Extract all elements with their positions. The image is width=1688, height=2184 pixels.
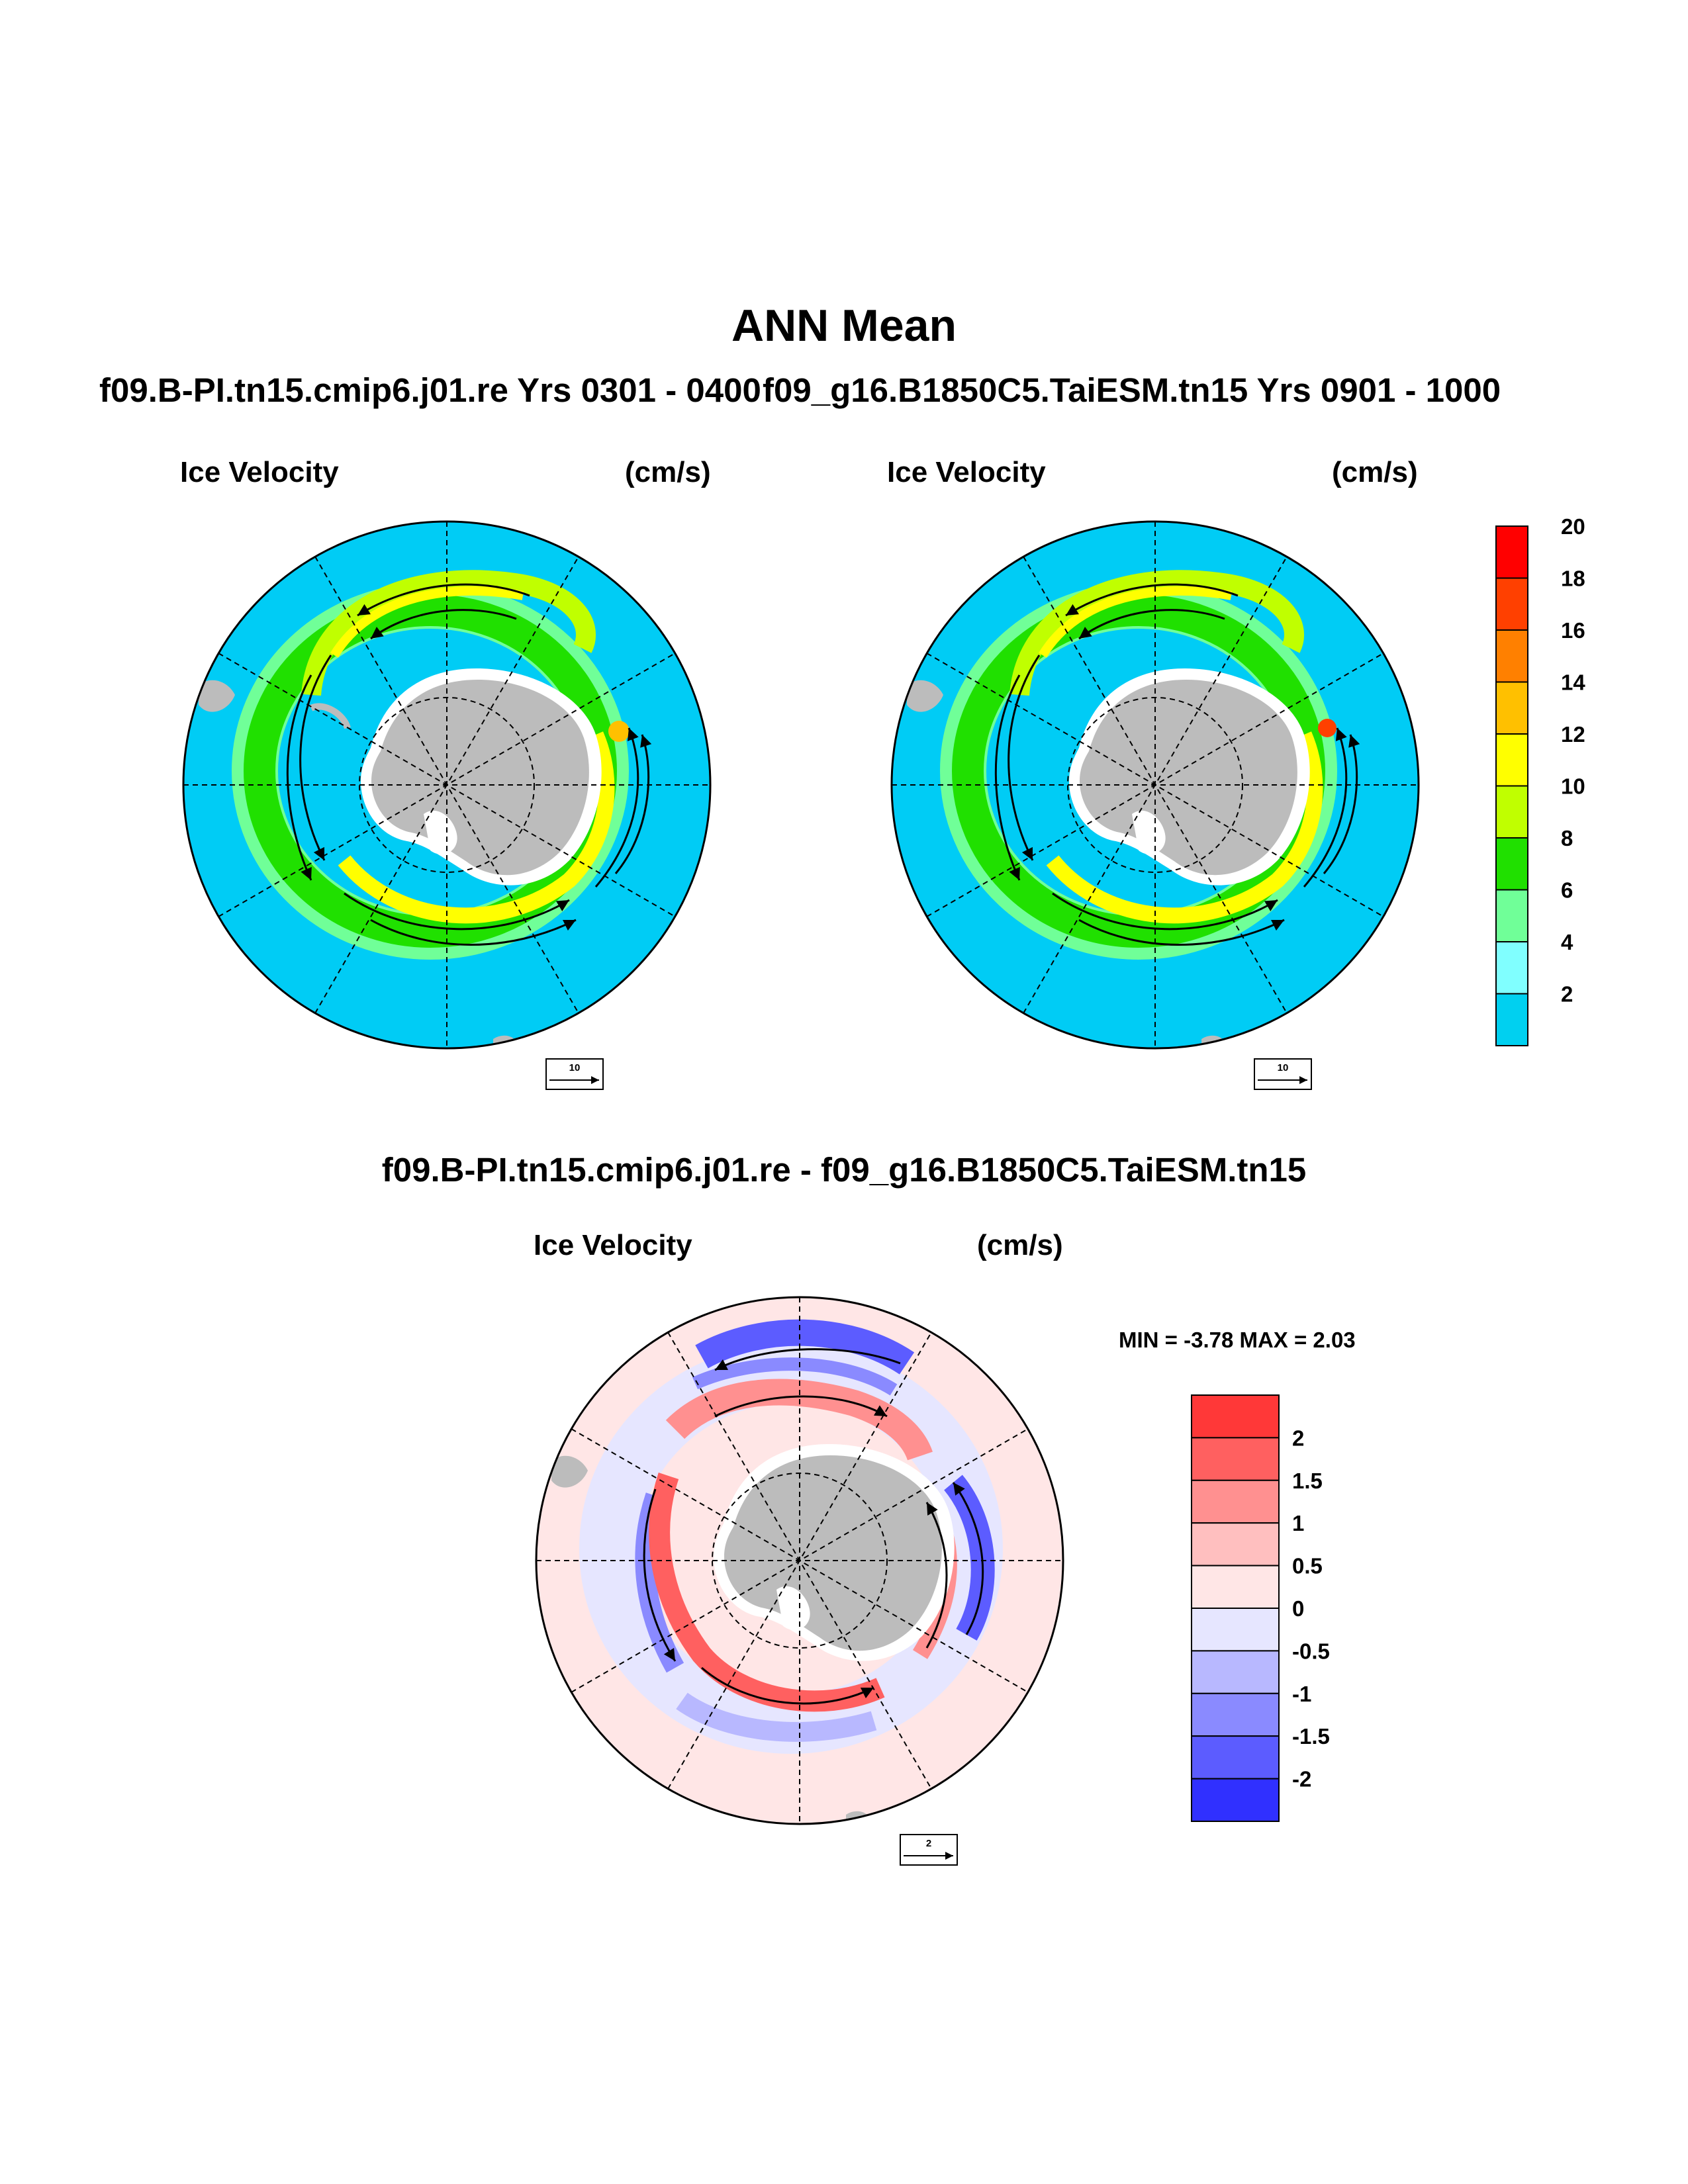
map-left-graticule: [183, 522, 710, 1048]
colorbar-speed-label: 12: [1561, 722, 1585, 747]
colorbar-difference-swatch: [1191, 1394, 1280, 1439]
colorbar-difference-swatch: [1191, 1608, 1280, 1652]
panel-left-variable: Ice Velocity: [180, 456, 339, 488]
map-right-sea-ice-speed: [940, 570, 1337, 960]
colorbar-difference-label: -1.5: [1292, 1724, 1330, 1749]
difference-variable: Ice Velocity: [534, 1229, 692, 1261]
map-left-velocity-vectors: [286, 583, 652, 946]
colorbar-speed-label: 10: [1561, 774, 1585, 799]
colorbar-difference-label: 0.5: [1292, 1554, 1323, 1578]
colorbar-speed-swatch: [1495, 837, 1528, 891]
main-title: ANN Mean: [731, 300, 957, 351]
colorbar-difference: 2 1.5 1 0.5 0 -0.5 -1 -1.5 -2: [1191, 1394, 1330, 1823]
colorbar-speed-swatch: [1495, 993, 1528, 1046]
panel-right-run-title: f09_g16.B1850C5.TaiESM.tn15 Yrs 0901 - 1…: [763, 371, 1501, 409]
colorbar-speed-label: 2: [1561, 982, 1573, 1007]
map-left-antarctica: [199, 668, 602, 1048]
colorbar-speed-label: 8: [1561, 826, 1573, 850]
colorbar-difference-label: 1.5: [1292, 1469, 1323, 1493]
colorbar-difference-swatch: [1191, 1650, 1280, 1694]
colorbar-difference-label: -2: [1292, 1767, 1311, 1792]
colorbar-speed: 2 4 6 8 10 12 14 16 18 20: [1495, 514, 1585, 1046]
colorbar-difference-swatch: [1191, 1437, 1280, 1481]
map-difference-velocity-vectors: [643, 1348, 984, 1705]
svg-text:10: 10: [1278, 1062, 1289, 1073]
colorbar-speed-label: 14: [1561, 670, 1585, 695]
colorbar-speed-swatch: [1495, 681, 1528, 735]
colorbar-speed-label: 4: [1561, 930, 1573, 954]
colorbar-difference-swatch: [1191, 1778, 1280, 1823]
difference-units: (cm/s): [977, 1229, 1063, 1261]
map-right: [890, 520, 1420, 1050]
svg-text:10: 10: [569, 1062, 581, 1073]
map-difference-antarctica: [551, 1444, 955, 1824]
colorbar-speed-label: 16: [1561, 618, 1585, 643]
map-difference-field: [579, 1319, 1003, 1754]
map-difference-graticule: [536, 1297, 1063, 1824]
colorbar-speed-swatch: [1495, 525, 1528, 579]
panel-left-units: (cm/s): [625, 456, 711, 488]
panel-left-run-title: f09.B-PI.tn15.cmip6.j01.re Yrs 0301 - 04…: [99, 371, 761, 409]
map-difference-reference-vector: 2: [900, 1834, 958, 1866]
colorbar-difference-swatch: [1191, 1479, 1280, 1524]
panel-right-units: (cm/s): [1332, 456, 1418, 488]
colorbar-speed-label: 18: [1561, 567, 1585, 591]
map-right-velocity-vectors: [994, 583, 1360, 946]
map-right-antarctica: [907, 668, 1310, 1048]
colorbar-difference-swatch: [1191, 1522, 1280, 1567]
colorbar-difference-swatch: [1191, 1692, 1280, 1737]
colorbar-speed-swatch: [1495, 577, 1528, 631]
svg-text:2: 2: [926, 1838, 931, 1849]
colorbar-speed-swatch: [1495, 889, 1528, 942]
map-difference: [535, 1296, 1064, 1825]
colorbar-difference-label: 1: [1292, 1511, 1304, 1535]
colorbar-difference-label: 2: [1292, 1426, 1304, 1450]
colorbar-speed-label: 6: [1561, 878, 1573, 903]
map-right-graticule: [892, 522, 1419, 1048]
colorbar-difference-swatch: [1191, 1735, 1280, 1780]
map-left: [182, 520, 712, 1050]
difference-title: f09.B-PI.tn15.cmip6.j01.re - f09_g16.B18…: [381, 1151, 1307, 1189]
colorbar-difference-label: -0.5: [1292, 1639, 1330, 1663]
colorbar-speed-swatch: [1495, 785, 1528, 839]
colorbar-speed-swatch: [1495, 629, 1528, 683]
difference-minmax: MIN = -3.78 MAX = 2.03: [1119, 1328, 1356, 1352]
colorbar-difference-swatch: [1191, 1565, 1280, 1610]
colorbar-speed-swatch: [1495, 733, 1528, 787]
panel-right-variable: Ice Velocity: [887, 456, 1046, 488]
map-left-reference-vector: 10: [545, 1058, 604, 1090]
colorbar-speed-swatch: [1495, 941, 1528, 995]
colorbar-difference-label: 0: [1292, 1596, 1304, 1621]
colorbar-difference-label: -1: [1292, 1682, 1311, 1706]
colorbar-speed-label: 20: [1561, 514, 1585, 539]
map-right-reference-vector: 10: [1254, 1058, 1312, 1090]
